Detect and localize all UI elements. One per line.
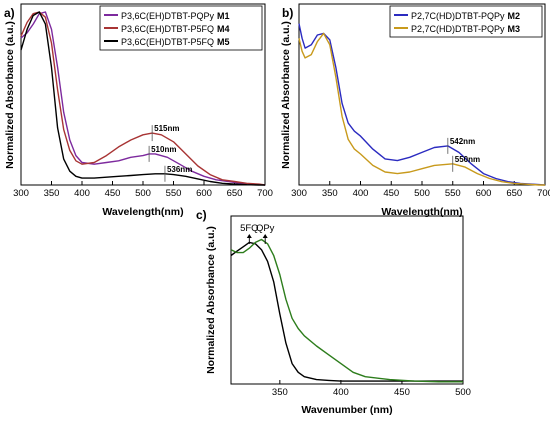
chart-2-peak-arrowhead [246, 234, 252, 238]
chart-0-xtick-label: 650 [227, 188, 243, 199]
chart-2-series-line-fq [230, 241, 463, 382]
chart-a-legend-box [99, 5, 263, 51]
chart-2-xtick-label: 450 [394, 387, 410, 398]
chart-0-xtick-label: 350 [44, 188, 60, 199]
chart-b-legend-box [389, 5, 543, 38]
chart-b-panel-label: b) [282, 6, 293, 20]
chart-1-xtick-label: 500 [414, 188, 430, 199]
chart-2-peak-label: QPy [256, 223, 275, 234]
chart-1-xtick-label: 450 [383, 188, 399, 199]
chart-a-ylabel: Normalized Absorbance (a.u.) [4, 21, 16, 169]
chart-c-frame [230, 215, 464, 385]
chart-a: a) 300 350 400 450 500 550 600 650 700 515nm 510n… [4, 3, 273, 218]
legend-label-m2: P2,7C(HD)DTBT-PQPy M2 [411, 11, 520, 21]
chart-1-xtick-label: 400 [353, 188, 369, 199]
chart-b-ylabel: Normalized Absorbance (a.u.) [280, 21, 292, 169]
chart-c-xlabel: Wavenumber (nm) [301, 404, 392, 416]
chart-1-peak-annotation: 542nm [450, 137, 475, 146]
chart-1-peak-annotation: 550nm [455, 155, 480, 164]
chart-0-xtick-label: 400 [74, 188, 90, 199]
chart-0-xtick-label: 600 [196, 188, 212, 199]
chart-0-series-line-m4 [20, 11, 266, 186]
chart-0-xtick-label: 700 [257, 188, 273, 199]
chart-1-series-line-m3 [298, 32, 545, 186]
chart-2-xtick-label: 400 [333, 387, 349, 398]
legend-label-m1: P3,6C(EH)DTBT-PQPy M1 [121, 11, 230, 21]
chart-1-xtick-label: 350 [322, 188, 338, 199]
legend-label-m4: P3,6C(EH)DTBT-P5FQ M4 [121, 24, 230, 34]
legend-label-m5: P3,6C(EH)DTBT-P5FQ M5 [121, 37, 230, 47]
chart-0-series-line-m5 [20, 11, 265, 186]
chart-2-peak-label: 5FQ [240, 223, 258, 234]
chart-0-xtick-label: 450 [105, 188, 121, 199]
chart-0-peak-annotation: 510nm [151, 145, 176, 154]
chart-b-legend: P2,7C(HD)DTBT-PQPy M2 P2,7C(HD)DTBT-PQPy M… [389, 5, 543, 38]
chart-b: b) 300 350 400 450 500 550 600 650 700 542nm 550n… [280, 3, 550, 218]
chart-c-ylabel: Normalized Absorbance (a.u.) [205, 226, 217, 374]
chart-0-peak-annotation: 536nm [167, 165, 192, 174]
chart-1-xtick-label: 550 [445, 188, 461, 199]
chart-2-peak-arrowhead [262, 234, 268, 238]
chart-2-series-line-qpy [230, 238, 463, 383]
chart-0-series-line-m1 [20, 11, 266, 186]
chart-b-xlabel: Wavelength(nm) [381, 206, 462, 218]
chart-c-panel-label: c) [196, 208, 207, 222]
chart-1-xtick-label: 300 [291, 188, 307, 199]
chart-a-legend: P3,6C(EH)DTBT-PQPy M1 P3,6C(EH)DTBT-P5FQ M… [99, 5, 263, 51]
chart-2-xtick-label: 500 [455, 387, 471, 398]
chart-1-xtick-label: 700 [537, 188, 550, 199]
chart-1-xtick-label: 650 [506, 188, 522, 199]
chart-0-peak-annotation: 515nm [154, 124, 179, 133]
chart-1-xtick-label: 600 [476, 188, 492, 199]
chart-a-panel-label: a) [4, 6, 15, 20]
chart-1-series-line-m2 [298, 23, 546, 186]
chart-0-xtick-label: 300 [13, 188, 29, 199]
chart-2-xtick-label: 350 [272, 387, 288, 398]
chart-a-xlabel: Wavelength(nm) [102, 206, 183, 218]
chart-0-xtick-label: 550 [166, 188, 182, 199]
chart-0-xtick-label: 500 [135, 188, 151, 199]
legend-label-m3: P2,7C(HD)DTBT-PQPy M3 [411, 24, 520, 34]
